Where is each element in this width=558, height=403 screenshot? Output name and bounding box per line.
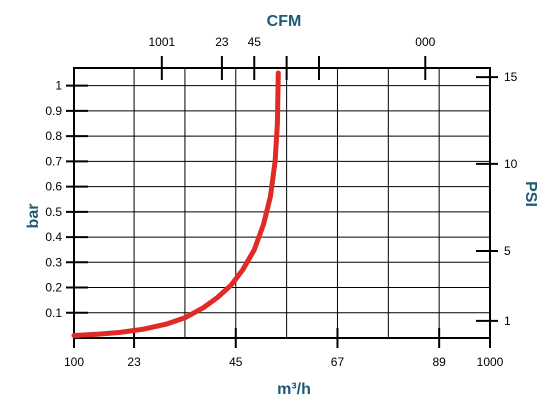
plot-frame (73, 67, 491, 339)
right-tick-label: 15 (504, 70, 518, 84)
x-tick-label: 45 (229, 355, 243, 369)
y-tick-label: 0.2 (45, 281, 62, 295)
x-tick-label: 89 (432, 355, 446, 369)
top-tick-label: 45 (248, 35, 262, 49)
y-tick-label: 0.5 (45, 205, 62, 219)
top-tick-label: 000 (415, 35, 435, 49)
top-axis-title: CFM (267, 13, 302, 30)
right-tick-label: 10 (504, 157, 518, 171)
x-tick-label: 67 (331, 355, 345, 369)
x-tick-label: 100 (64, 355, 84, 369)
x-tick-label: 23 (127, 355, 141, 369)
gridlines (74, 68, 490, 338)
axis-ticks (66, 56, 498, 348)
series-layer (71, 70, 281, 338)
right-tick-label: 5 (504, 244, 511, 258)
x-axis-title: m³/h (277, 381, 311, 398)
y-tick-label: 0.6 (45, 180, 62, 194)
y-tick-label: 0.9 (45, 104, 62, 118)
right-axis-title: PSI (522, 181, 539, 207)
y-tick-label: 1 (55, 79, 62, 93)
top-tick-label: 1001 (148, 35, 175, 49)
right-tick-label: 1 (504, 314, 511, 328)
y-tick-label: 0.1 (45, 306, 62, 320)
y-tick-label: 0.4 (45, 230, 62, 244)
curve-line (71, 70, 281, 338)
y-tick-label: 0.7 (45, 154, 62, 168)
y-axis-title: bar (25, 204, 42, 229)
y-tick-label: 0.3 (45, 255, 62, 269)
top-tick-label: 23 (215, 35, 229, 49)
y-tick-label: 0.8 (45, 129, 62, 143)
x-tick-label: 1000 (477, 355, 504, 369)
